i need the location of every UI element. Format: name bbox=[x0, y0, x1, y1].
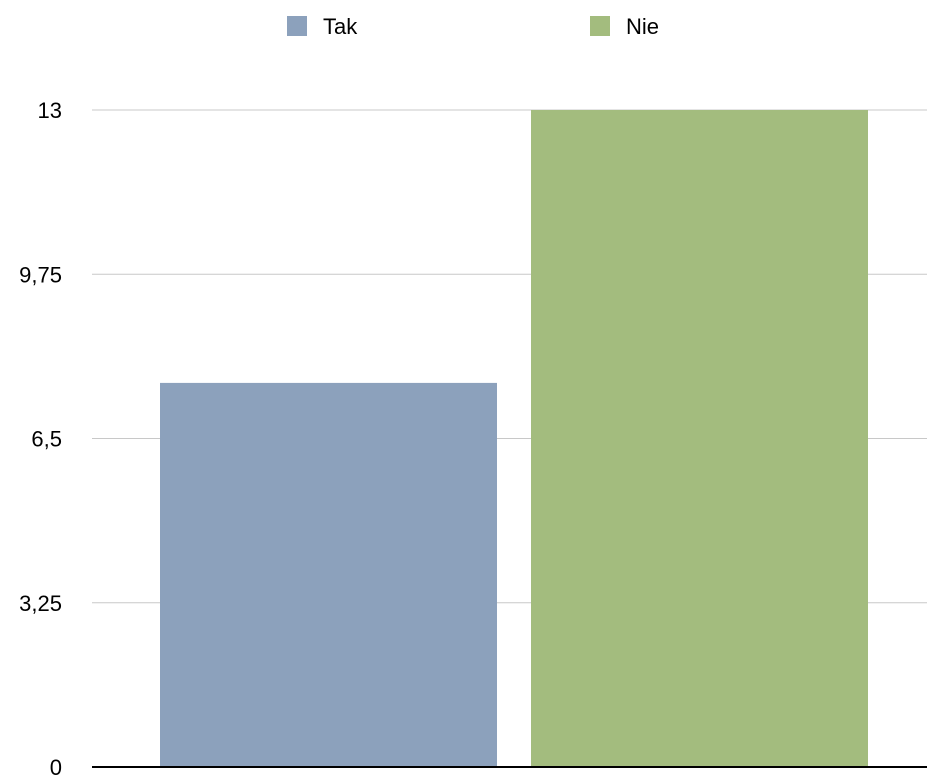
legend: Tak Nie bbox=[287, 14, 659, 39]
y-tick-label: 9,75 bbox=[19, 262, 62, 287]
y-tick-label: 6,5 bbox=[31, 427, 62, 452]
bar-nie bbox=[531, 110, 868, 767]
legend-label-nie: Nie bbox=[626, 14, 659, 39]
legend-swatch-nie bbox=[590, 16, 610, 36]
y-tick-label: 3,25 bbox=[19, 591, 62, 616]
legend-label-tak: Tak bbox=[323, 14, 358, 39]
y-tick-label: 0 bbox=[50, 755, 62, 780]
bar-tak bbox=[160, 382, 497, 767]
y-tick-label: 13 bbox=[38, 98, 62, 123]
y-tick-labels: 0 3,25 6,5 9,75 13 bbox=[19, 98, 62, 780]
legend-swatch-tak bbox=[287, 16, 307, 36]
bars bbox=[160, 110, 868, 767]
